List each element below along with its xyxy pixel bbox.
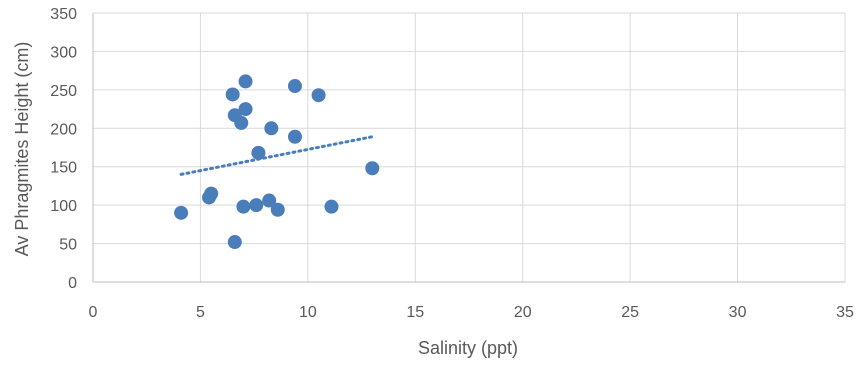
y-tick-label: 50 (59, 237, 77, 254)
x-tick-label: 25 (621, 304, 639, 321)
trendline-group (179, 135, 374, 176)
data-point (174, 205, 189, 220)
data-point (251, 145, 266, 160)
x-tick-label: 0 (89, 304, 98, 321)
x-tick-label: 35 (836, 304, 854, 321)
data-point (238, 102, 253, 117)
data-point (311, 88, 326, 103)
y-axis-title: Av Phragmites Height (cm) (12, 42, 32, 257)
data-point (204, 186, 219, 201)
data-points (174, 74, 380, 250)
x-axis-title: Salinity (ppt) (418, 338, 518, 358)
tick-labels: 0 50 100 150 200 250 300 350 0 5 10 15 20 25 30 35 (50, 6, 854, 321)
data-point (365, 161, 380, 176)
y-tick-label: 200 (50, 121, 77, 138)
y-tick-label: 300 (50, 44, 77, 61)
trendline (179, 135, 374, 176)
y-tick-label: 250 (50, 83, 77, 100)
x-tick-label: 30 (729, 304, 747, 321)
y-tick-label: 150 (50, 160, 77, 177)
data-point (238, 74, 253, 89)
data-point (270, 202, 285, 217)
axes (92, 13, 845, 283)
data-point (324, 199, 339, 214)
data-point (236, 199, 251, 214)
y-tick-label: 100 (50, 198, 77, 215)
data-point (287, 129, 302, 144)
data-point (249, 198, 264, 213)
data-point (264, 121, 279, 136)
data-point (227, 235, 242, 250)
y-tick-label: 350 (50, 6, 77, 23)
data-point (287, 79, 302, 94)
x-tick-label: 20 (514, 304, 532, 321)
data-point (234, 115, 249, 130)
y-tick-label: 0 (68, 275, 77, 292)
x-tick-label: 10 (299, 304, 317, 321)
gridlines (93, 12, 846, 282)
x-tick-label: 15 (406, 304, 424, 321)
x-tick-label: 5 (196, 304, 205, 321)
data-point (262, 193, 277, 208)
data-point (225, 87, 240, 102)
